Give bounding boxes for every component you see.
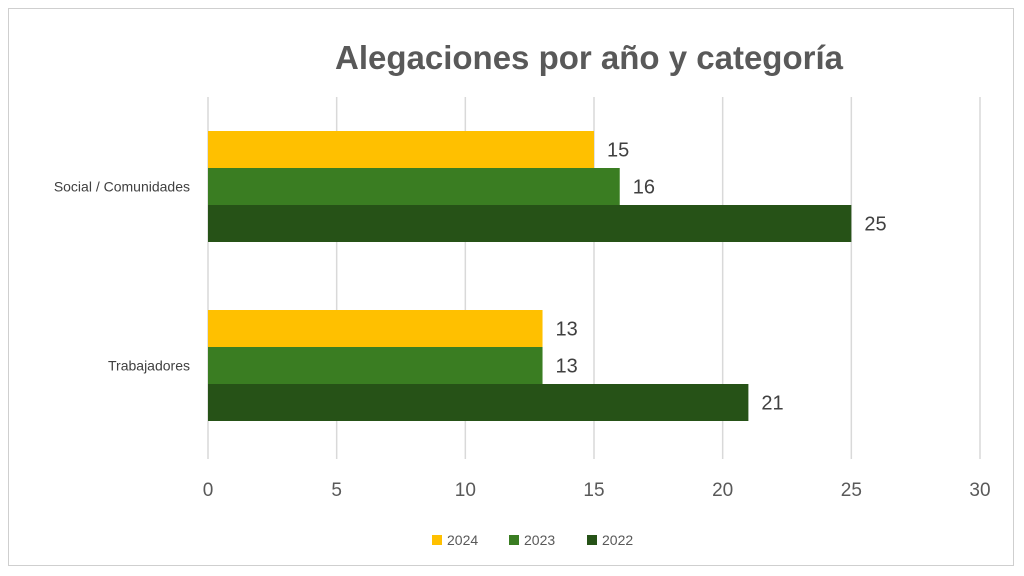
category-labels: Social / Comunidades Trabajadores	[54, 179, 190, 374]
x-tick-label: 10	[455, 480, 476, 501]
x-tick-label: 15	[583, 480, 604, 501]
bar-chart: Alegaciones por año y categoría 15162513…	[54, 39, 991, 548]
legend-swatch	[432, 535, 442, 545]
bar-2022	[208, 384, 749, 421]
bar-2023	[208, 168, 620, 205]
legend-swatch	[509, 535, 519, 545]
x-tick-label: 30	[969, 480, 990, 501]
data-label: 25	[864, 214, 886, 236]
legend-swatch	[587, 535, 597, 545]
bar-2023	[208, 347, 543, 384]
bar-2024	[208, 131, 594, 168]
x-tick-label: 20	[712, 480, 733, 501]
category-label: Trabajadores	[108, 358, 190, 374]
legend-label: 2023	[524, 532, 555, 548]
legend-label: 2024	[447, 532, 478, 548]
data-label: 15	[607, 140, 629, 162]
data-label: 13	[556, 319, 578, 341]
x-tick-label: 25	[841, 480, 862, 501]
chart-frame: Alegaciones por año y categoría 15 16 25 13…	[8, 8, 1014, 566]
legend-label: 2022	[602, 532, 633, 548]
data-label: 16	[633, 177, 655, 199]
legend: 2024 2023 2022	[432, 532, 633, 548]
data-label: 13	[556, 356, 578, 378]
x-tick-label: 0	[203, 480, 214, 501]
bars	[208, 131, 852, 421]
x-tick-label: 5	[331, 480, 342, 501]
bar-2024	[208, 310, 543, 347]
bar-2022	[208, 205, 852, 242]
x-axis-ticks: 0 5 10 15 20 25 30	[203, 480, 991, 501]
chart-title: Alegaciones por año y categoría	[335, 39, 844, 76]
category-label: Social / Comunidades	[54, 179, 190, 195]
data-label: 21	[761, 393, 783, 415]
